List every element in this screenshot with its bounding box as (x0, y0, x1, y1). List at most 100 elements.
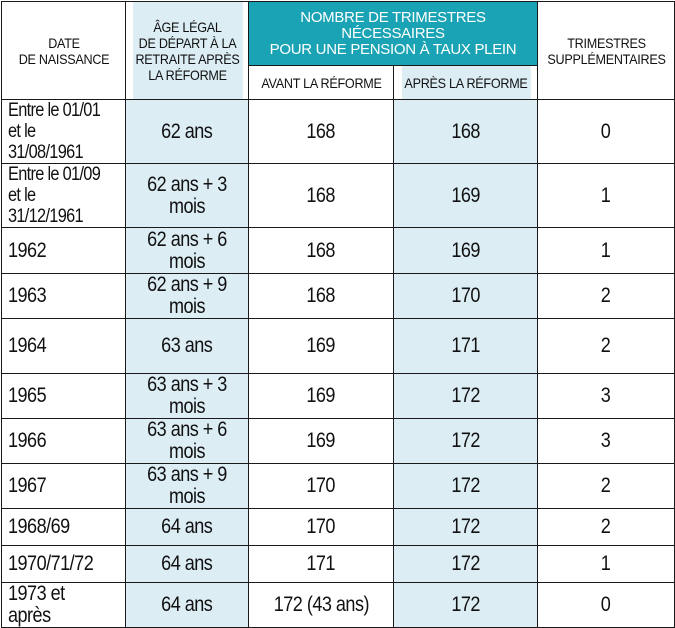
cell-birth-date: 1962 (1, 227, 126, 274)
header-before-reform: AVANT LA RÉFORME (255, 65, 387, 100)
cell-extra-quarters: 0 (537, 582, 675, 628)
cell-legal-age: 62 ans + 9 mois (125, 273, 249, 319)
cell-before-reform: 172 (43 ans) (248, 582, 394, 628)
cell-legal-age-text: 63 ans + 9 mois (147, 463, 227, 508)
cell-legal-age: 62 ans + 3 mois (125, 163, 249, 228)
cell-after-reform: 172 (393, 545, 538, 583)
cell-after-reform: 169 (393, 163, 538, 228)
cell-birth-date: Entre le 01/01 et le 31/08/1961 (1, 99, 126, 164)
cell-birth-date: 1970/71/72 (1, 545, 126, 583)
cell-legal-age-text: 62 ans + 6 mois (147, 227, 227, 273)
cell-birth-date: 1967 (1, 463, 126, 509)
cell-after-reform: 168 (393, 99, 538, 164)
cell-extra-quarters-text: 2 (601, 474, 611, 497)
cell-birth-date: 1968/69 (1, 508, 126, 546)
cell-extra-quarters-text: 2 (601, 515, 611, 538)
cell-after-reform: 172 (393, 582, 538, 628)
cell-after-reform-text: 172 (451, 552, 480, 575)
cell-extra-quarters-text: 2 (601, 284, 611, 307)
cell-after-reform-text: 172 (451, 429, 480, 452)
table-row: 1963 62 ans + 9 mois 168 170 2 (1, 273, 675, 319)
cell-after-reform-text: 172 (451, 474, 480, 497)
cell-before-reform: 168 (248, 273, 394, 319)
cell-extra-quarters: 1 (537, 545, 675, 583)
cell-legal-age: 63 ans + 9 mois (125, 463, 249, 509)
cell-before-reform: 169 (248, 418, 394, 464)
cell-birth-date-text: 1966 (8, 429, 47, 452)
table-row: 1968/69 64 ans 170 172 2 (1, 508, 675, 546)
cell-extra-quarters: 3 (537, 373, 675, 419)
cell-birth-date: 1964 (1, 318, 126, 374)
cell-birth-date: 1973 et après (1, 582, 126, 628)
table-row: Entre le 01/01 et le 31/08/1961 62 ans 168… (1, 99, 675, 164)
cell-before-reform-text: 169 (306, 429, 336, 452)
cell-before-reform: 169 (248, 373, 394, 419)
cell-after-reform-text: 169 (451, 238, 480, 262)
table-row: Entre le 01/09 et le 31/12/1961 62 ans + … (1, 163, 675, 228)
cell-after-reform-text: 172 (451, 593, 480, 616)
header-birth-date: DATE DE NAISSANCE (7, 1, 120, 100)
cell-legal-age-text: 63 ans + 3 mois (147, 373, 227, 418)
cell-after-reform: 172 (393, 508, 538, 546)
cell-extra-quarters: 1 (537, 163, 675, 228)
cell-birth-date-text: 1964 (8, 334, 47, 357)
table-row: 1967 63 ans + 9 mois 170 172 2 (1, 463, 675, 509)
cell-birth-date-text: 1968/69 (8, 515, 70, 538)
cell-legal-age-text: 62 ans (161, 119, 213, 143)
table-row: 1962 62 ans + 6 mois 168 169 1 (1, 227, 675, 274)
cell-after-reform-text: 172 (451, 384, 480, 407)
cell-before-reform-text: 171 (306, 552, 336, 575)
cell-extra-quarters-text: 0 (601, 593, 611, 616)
cell-before-reform: 168 (248, 227, 394, 274)
cell-birth-date-text: 1965 (8, 384, 47, 407)
cell-legal-age: 63 ans + 3 mois (125, 373, 249, 419)
table-row: 1970/71/72 64 ans 171 172 1 (1, 545, 675, 583)
cell-before-reform-text: 169 (306, 384, 336, 407)
cell-birth-date-text: 1970/71/72 (8, 552, 94, 575)
cell-legal-age: 64 ans (125, 582, 249, 628)
cell-birth-date: Entre le 01/09 et le 31/12/1961 (1, 163, 126, 228)
cell-extra-quarters: 2 (537, 508, 675, 546)
cell-extra-quarters-text: 1 (601, 238, 611, 262)
cell-birth-date-text: 1973 et après (8, 582, 65, 627)
cell-legal-age-text: 62 ans + 3 mois (147, 172, 227, 218)
table-row: 1966 63 ans + 6 mois 169 172 3 (1, 418, 675, 464)
cell-before-reform: 168 (248, 163, 394, 228)
cell-legal-age: 64 ans (125, 545, 249, 583)
cell-birth-date-text: 1963 (8, 284, 47, 307)
cell-after-reform: 172 (393, 373, 538, 419)
cell-before-reform-text: 172 (43 ans) (273, 593, 369, 616)
cell-after-reform: 172 (393, 463, 538, 509)
cell-after-reform-text: 171 (451, 334, 480, 357)
cell-before-reform: 168 (248, 99, 394, 164)
cell-extra-quarters-text: 3 (601, 384, 611, 407)
cell-extra-quarters: 2 (537, 463, 675, 509)
cell-after-reform-text: 169 (451, 183, 480, 207)
cell-legal-age: 62 ans + 6 mois (125, 227, 249, 274)
table-row: 1973 et après 64 ans 172 (43 ans) 172 0 (1, 582, 675, 628)
cell-legal-age-text: 64 ans (161, 552, 213, 575)
cell-after-reform: 171 (393, 318, 538, 374)
cell-legal-age-text: 63 ans + 6 mois (147, 418, 227, 463)
cell-legal-age: 63 ans + 6 mois (125, 418, 249, 464)
cell-birth-date: 1963 (1, 273, 126, 319)
cell-before-reform: 171 (248, 545, 394, 583)
cell-after-reform: 169 (393, 227, 538, 274)
header-after-reform: APRÈS LA RÉFORME (400, 65, 531, 100)
cell-legal-age-text: 63 ans (161, 334, 213, 357)
cell-birth-date-text: 1967 (8, 474, 47, 497)
cell-after-reform: 170 (393, 273, 538, 319)
cell-after-reform: 172 (393, 418, 538, 464)
cell-before-reform-text: 169 (306, 334, 336, 357)
cell-after-reform-text: 172 (451, 515, 480, 538)
cell-birth-date-text: Entre le 01/01 et le 31/08/1961 (8, 100, 101, 163)
cell-extra-quarters-text: 1 (601, 552, 611, 575)
cell-legal-age: 63 ans (125, 318, 249, 374)
cell-extra-quarters-text: 3 (601, 429, 611, 452)
header-legal-age: ÂGE LÉGAL DE DÉPART À LA RETRAITE APRÈS … (131, 1, 243, 100)
cell-birth-date: 1966 (1, 418, 126, 464)
cell-before-reform: 170 (248, 508, 394, 546)
header-quarters-required: NOMBRE DE TRIMESTRES NÉCESSAIRES POUR UN… (248, 1, 538, 66)
cell-extra-quarters-text: 2 (601, 334, 611, 357)
cell-before-reform-text: 168 (306, 183, 336, 207)
